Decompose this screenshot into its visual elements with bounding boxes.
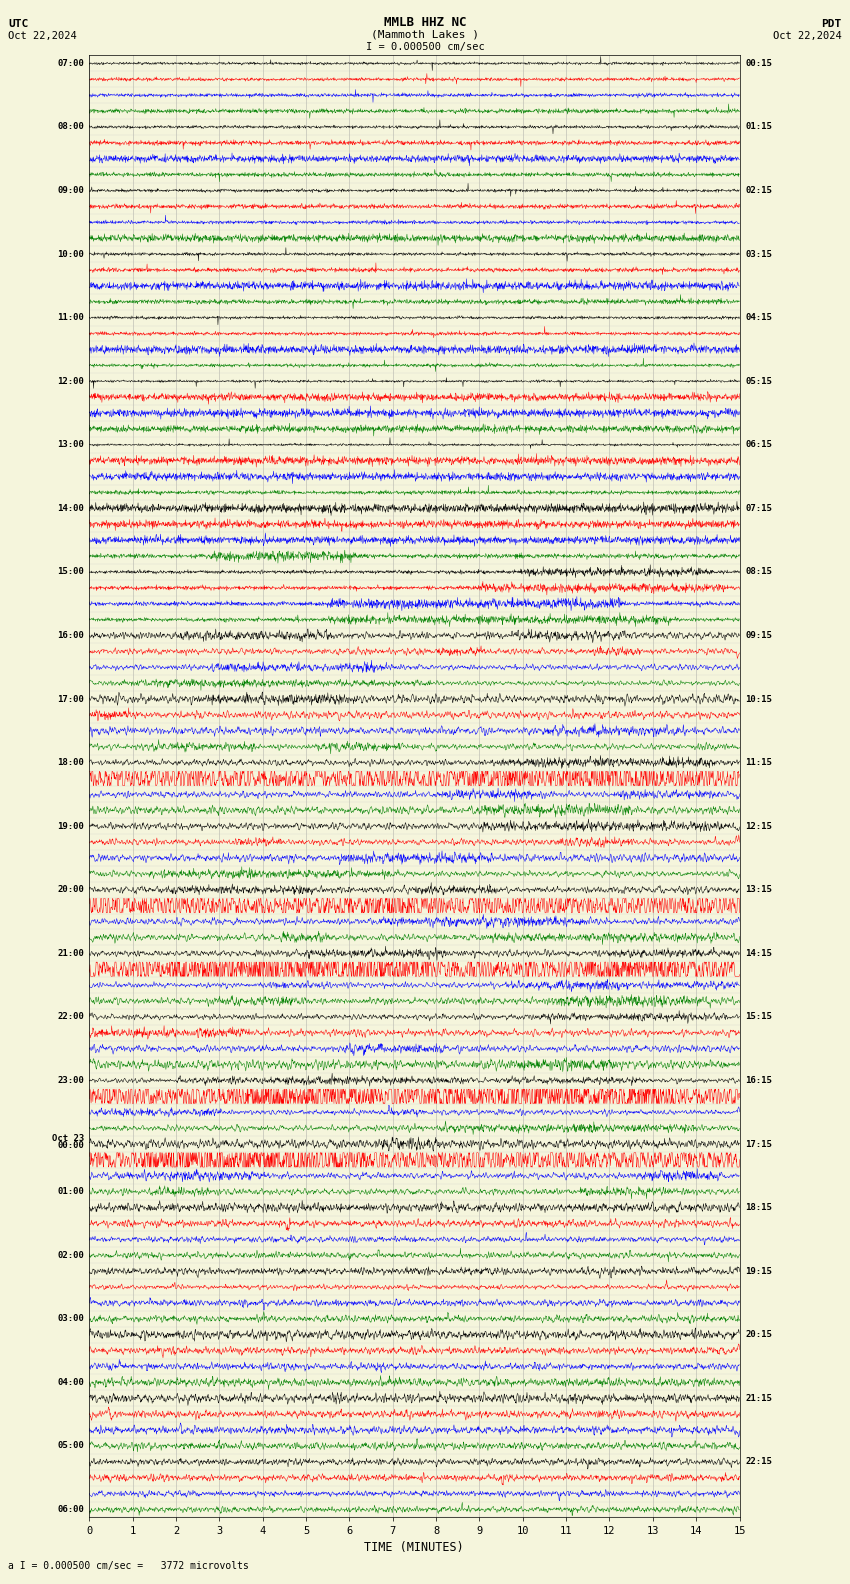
Text: 10:15: 10:15 (745, 694, 772, 703)
Text: 17:00: 17:00 (57, 694, 84, 703)
Text: 08:15: 08:15 (745, 567, 772, 577)
Text: 07:15: 07:15 (745, 504, 772, 513)
Text: 08:00: 08:00 (57, 122, 84, 131)
Text: 01:15: 01:15 (745, 122, 772, 131)
Text: Oct 23: Oct 23 (52, 1134, 84, 1144)
Text: 12:15: 12:15 (745, 822, 772, 830)
Text: 16:00: 16:00 (57, 630, 84, 640)
Text: 15:00: 15:00 (57, 567, 84, 577)
Text: 06:15: 06:15 (745, 440, 772, 450)
Text: 16:15: 16:15 (745, 1076, 772, 1085)
Text: 09:00: 09:00 (57, 185, 84, 195)
Text: 18:15: 18:15 (745, 1204, 772, 1212)
Text: 11:15: 11:15 (745, 759, 772, 767)
Text: 04:15: 04:15 (745, 314, 772, 322)
Text: 13:15: 13:15 (745, 885, 772, 895)
Text: 01:00: 01:00 (57, 1186, 84, 1196)
Text: 20:15: 20:15 (745, 1331, 772, 1338)
Text: 22:00: 22:00 (57, 1012, 84, 1022)
Text: 19:15: 19:15 (745, 1267, 772, 1275)
Text: 03:00: 03:00 (57, 1315, 84, 1323)
Text: 11:00: 11:00 (57, 314, 84, 322)
Text: 14:15: 14:15 (745, 949, 772, 958)
Text: 00:15: 00:15 (745, 59, 772, 68)
Text: 17:15: 17:15 (745, 1139, 772, 1148)
Text: I = 0.000500 cm/sec: I = 0.000500 cm/sec (366, 43, 484, 52)
Text: MMLB HHZ NC: MMLB HHZ NC (383, 16, 467, 29)
Text: PDT: PDT (821, 19, 842, 29)
X-axis label: TIME (MINUTES): TIME (MINUTES) (365, 1541, 464, 1554)
Text: 05:15: 05:15 (745, 377, 772, 386)
Text: 07:00: 07:00 (57, 59, 84, 68)
Text: 13:00: 13:00 (57, 440, 84, 450)
Text: 23:00: 23:00 (57, 1076, 84, 1085)
Text: 21:15: 21:15 (745, 1394, 772, 1403)
Text: (Mammoth Lakes ): (Mammoth Lakes ) (371, 30, 479, 40)
Text: 21:00: 21:00 (57, 949, 84, 958)
Text: Oct 22,2024: Oct 22,2024 (8, 32, 77, 41)
Text: 20:00: 20:00 (57, 885, 84, 895)
Text: 18:00: 18:00 (57, 759, 84, 767)
Text: 10:00: 10:00 (57, 250, 84, 258)
Text: 22:15: 22:15 (745, 1457, 772, 1467)
Text: 19:00: 19:00 (57, 822, 84, 830)
Text: 12:00: 12:00 (57, 377, 84, 386)
Text: Oct 22,2024: Oct 22,2024 (773, 32, 842, 41)
Text: UTC: UTC (8, 19, 29, 29)
Text: 15:15: 15:15 (745, 1012, 772, 1022)
Text: 02:15: 02:15 (745, 185, 772, 195)
Text: a I = 0.000500 cm/sec =   3772 microvolts: a I = 0.000500 cm/sec = 3772 microvolts (8, 1562, 249, 1571)
Text: 03:15: 03:15 (745, 250, 772, 258)
Text: 06:00: 06:00 (57, 1505, 84, 1514)
Text: 00:00: 00:00 (57, 1140, 84, 1150)
Text: 09:15: 09:15 (745, 630, 772, 640)
Text: 02:00: 02:00 (57, 1251, 84, 1259)
Text: 14:00: 14:00 (57, 504, 84, 513)
Text: 05:00: 05:00 (57, 1441, 84, 1451)
Text: 04:00: 04:00 (57, 1378, 84, 1388)
